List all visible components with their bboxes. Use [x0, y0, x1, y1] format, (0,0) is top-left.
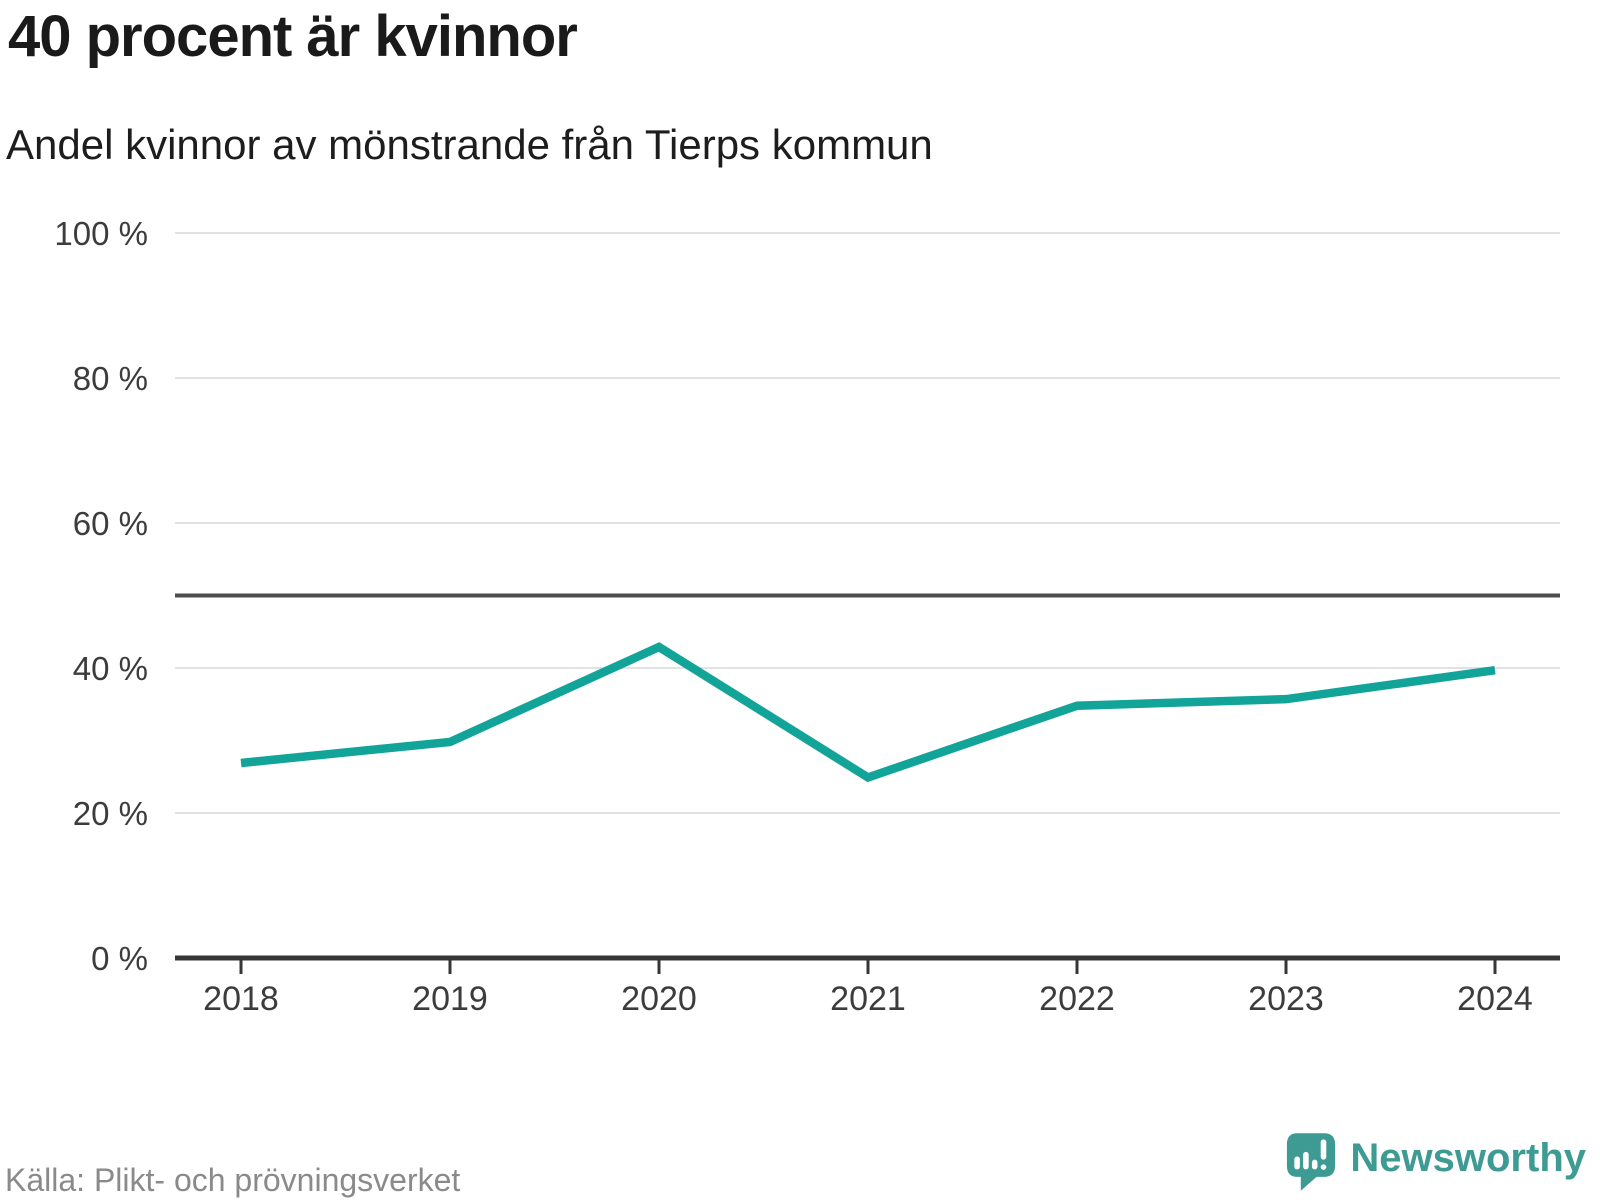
speech-bubble-shape: [1287, 1133, 1336, 1191]
x-axis-tick-label: 2020: [621, 980, 697, 1018]
x-axis-tick-label: 2019: [412, 980, 488, 1018]
series-group: [240, 642, 1496, 783]
series-line: [240, 642, 1496, 783]
exclamation-dot: [1321, 1164, 1327, 1170]
bar-chart-bar-2: [1303, 1151, 1310, 1170]
chart-subtitle: Andel kvinnor av mönstrande från Tierps …: [6, 121, 933, 168]
y-axis-tick-label: 20 %: [73, 795, 148, 832]
page-title: 40 procent är kvinnor: [8, 4, 578, 69]
x-axis-tick-label: 2021: [830, 980, 906, 1018]
x-axis-tick-label: 2018: [203, 980, 279, 1018]
x-axis-tick-label: 2023: [1248, 980, 1324, 1018]
y-axis-tick-label: 0 %: [91, 940, 148, 977]
y-axis-tick-label: 60 %: [73, 505, 148, 542]
y-axis-labels: 0 % 20 % 40 % 60 % 80 % 100 %: [54, 215, 148, 977]
newsworthy-logo-text: Newsworthy: [1350, 1136, 1586, 1180]
bar-chart-bar-3: [1312, 1159, 1318, 1170]
source-text: Källa: Plikt- och prövningsverket: [5, 1162, 461, 1198]
x-axis-tick-label: 2022: [1039, 980, 1115, 1018]
bar-chart-bar-1: [1294, 1156, 1301, 1170]
y-axis-tick-label: 100 %: [54, 215, 148, 252]
newsworthy-logo-icon: [1287, 1133, 1336, 1191]
x-axis-group: [175, 955, 1560, 974]
exclamation-bar: [1321, 1139, 1327, 1160]
y-axis-tick-label: 80 %: [73, 360, 148, 397]
y-axis-tick-label: 40 %: [73, 650, 148, 687]
x-axis-labels: 2018 2019 2020 2021 2022 2023 2024: [203, 980, 1533, 1018]
gridlines: [175, 232, 1560, 814]
x-axis-tick-label: 2024: [1457, 980, 1533, 1018]
newsworthy-logo: Newsworthy: [1286, 1132, 1586, 1192]
